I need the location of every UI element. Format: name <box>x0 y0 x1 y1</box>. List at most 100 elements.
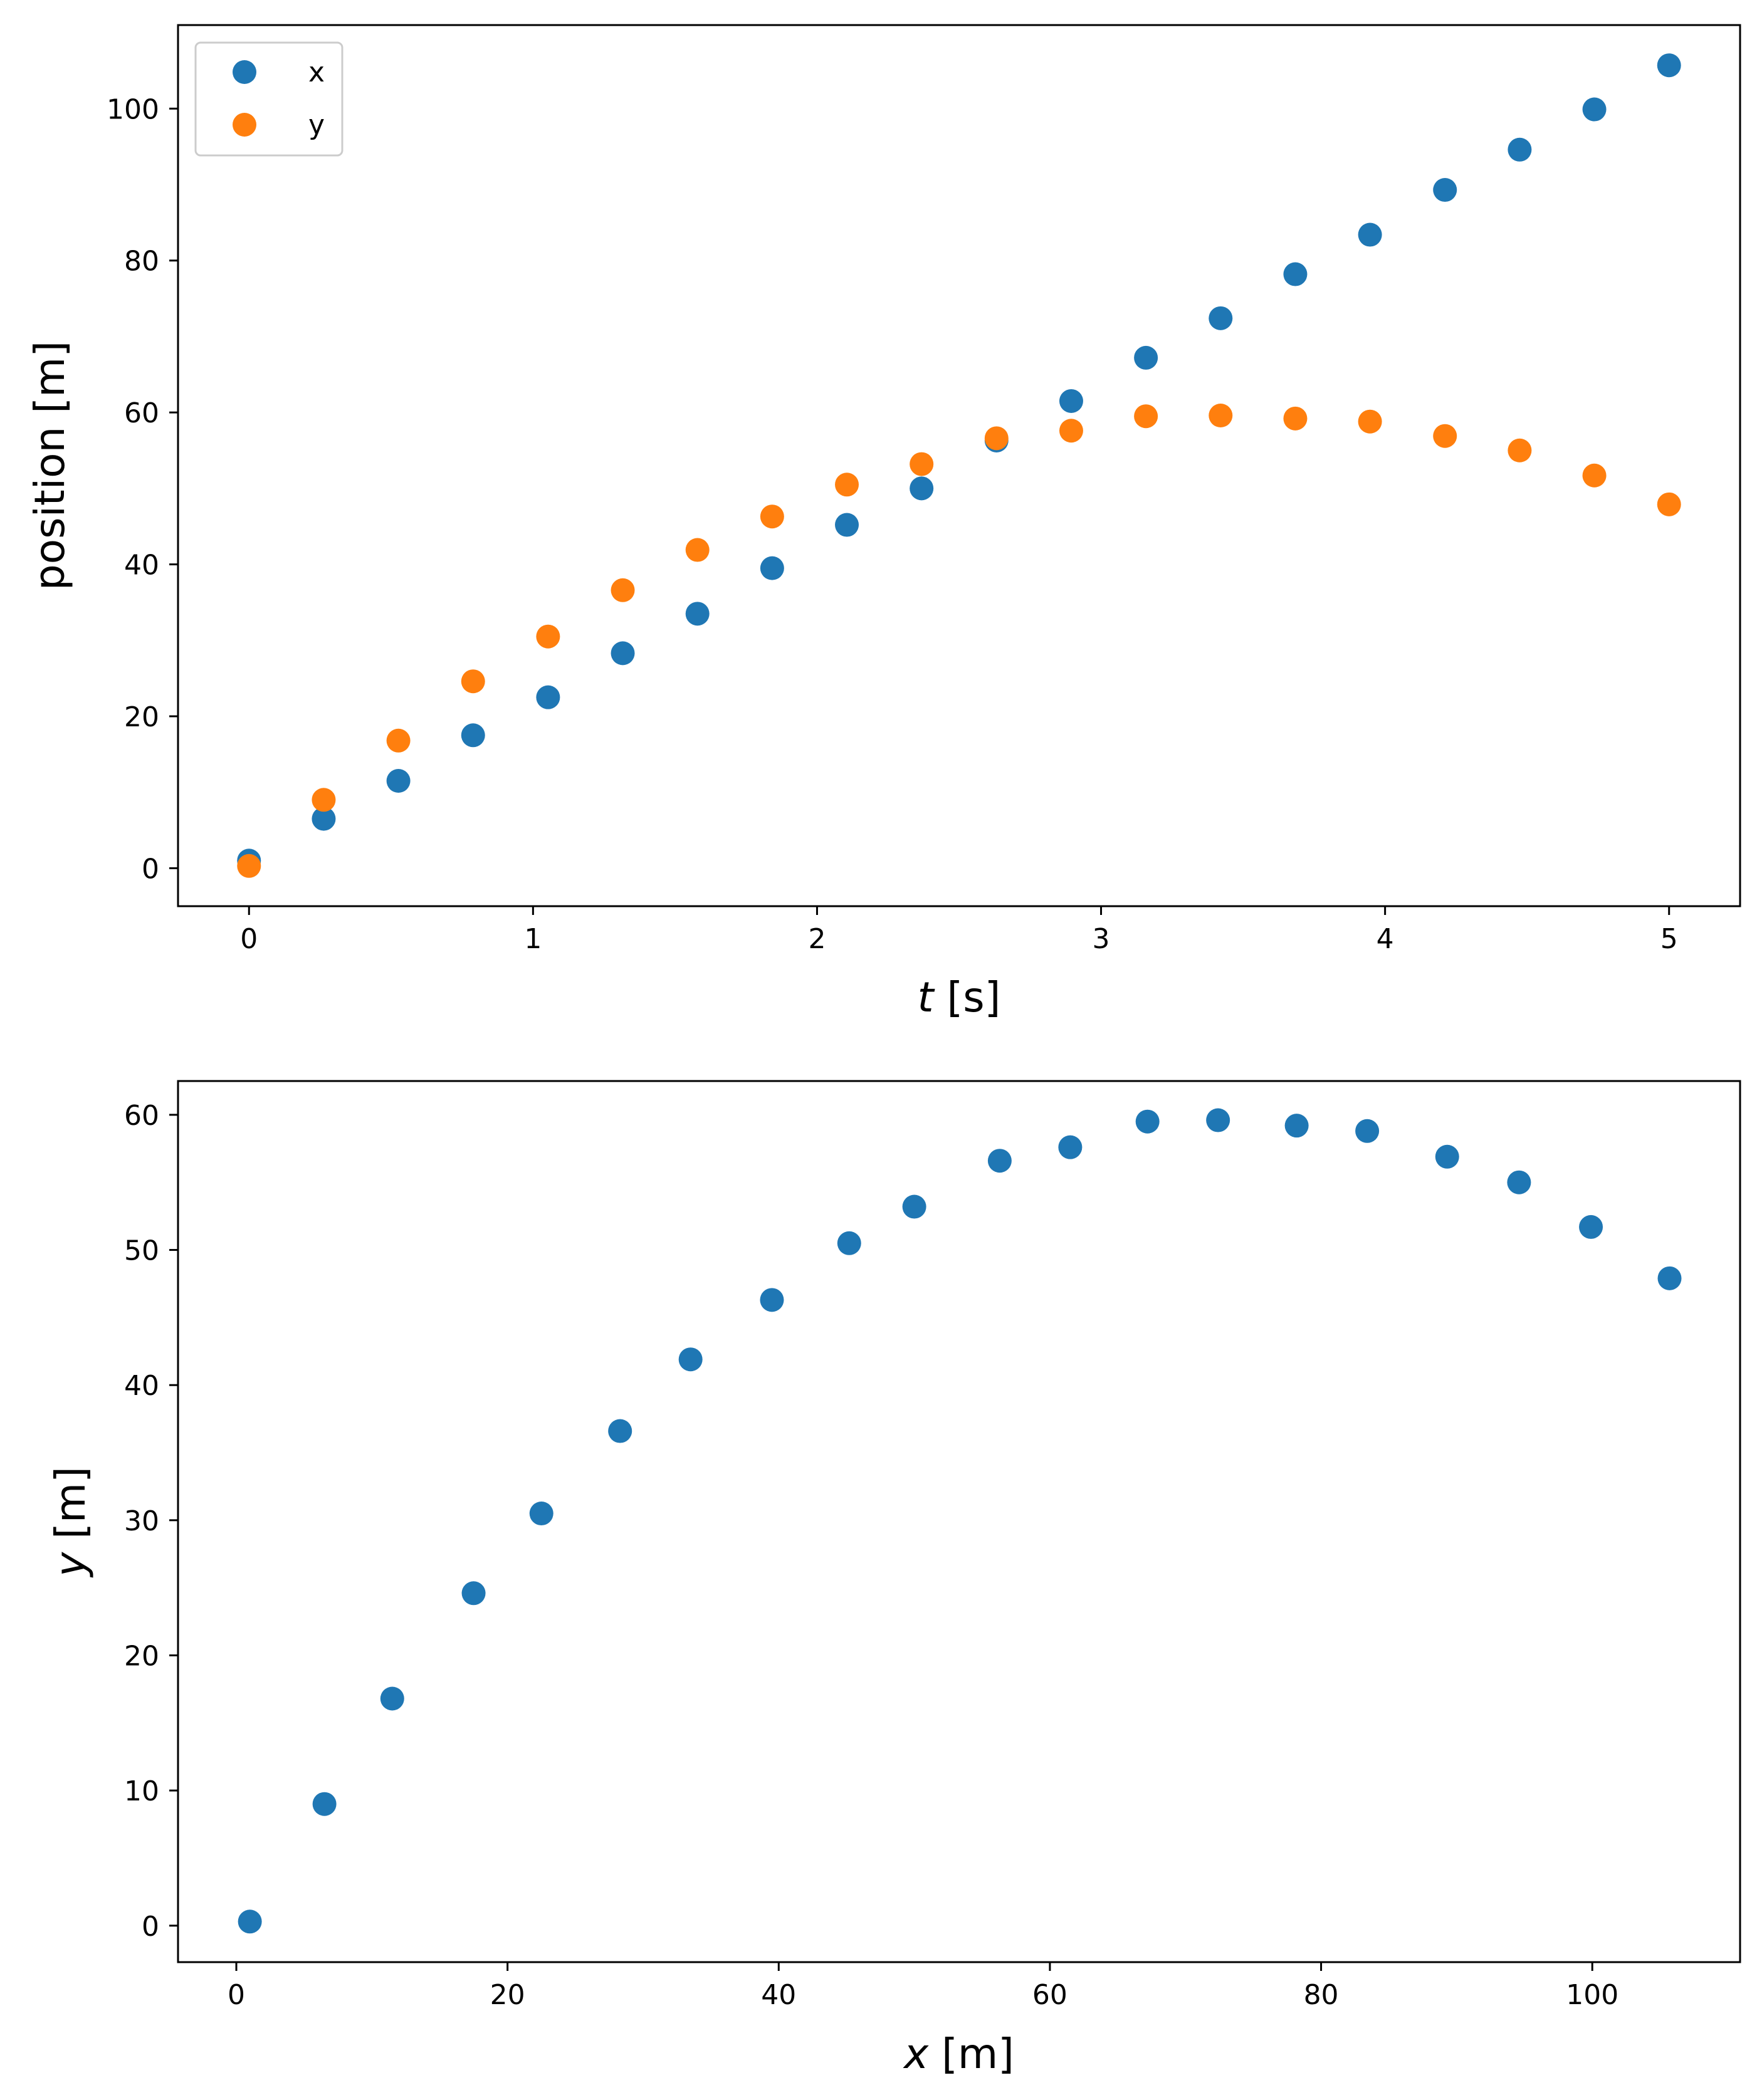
point-x <box>386 769 411 793</box>
y-tick-label: 20 <box>124 701 159 733</box>
point-y <box>237 854 261 878</box>
x-tick-label: 100 <box>1566 1979 1618 2011</box>
point-trajectory <box>529 1502 553 1526</box>
x-axis-label-bottom: x [m] <box>903 2030 1014 2078</box>
point-y <box>1134 404 1158 429</box>
point-x <box>1283 262 1308 286</box>
point-x <box>1582 97 1607 122</box>
legend-label-x: x <box>308 56 325 88</box>
point-y <box>312 788 336 812</box>
y-tick-label: 20 <box>124 1640 159 1672</box>
legend-marker-x <box>233 60 256 84</box>
y-tick-label: 60 <box>124 1100 159 1132</box>
x-tick-label: 2 <box>808 923 826 955</box>
point-y <box>835 473 859 497</box>
x-tick-label: 1 <box>524 923 542 955</box>
point-y <box>1657 492 1681 516</box>
x-axis-label-top: t [s] <box>918 973 1001 1021</box>
point-x <box>685 602 710 626</box>
point-trajectory <box>1206 1108 1230 1132</box>
x-tick-label: 4 <box>1377 923 1394 955</box>
y-tick-label: 0 <box>142 1911 159 1943</box>
point-x <box>1433 178 1457 202</box>
point-trajectory <box>902 1194 926 1219</box>
y-tick-label: 50 <box>124 1235 159 1267</box>
point-y <box>1433 424 1457 448</box>
legend-box <box>194 41 344 157</box>
y-tick-label: 60 <box>124 397 159 429</box>
point-y <box>1582 463 1607 488</box>
scatter-points-top <box>237 53 1681 878</box>
point-x <box>1358 222 1382 247</box>
point-trajectory <box>238 1909 262 1934</box>
axes-frame-top <box>177 24 1741 907</box>
point-trajectory <box>1435 1144 1459 1169</box>
point-trajectory <box>760 1288 784 1312</box>
x-ticks-top: 0 1 2 3 4 5 <box>240 906 1678 955</box>
point-x <box>611 641 635 666</box>
point-x <box>312 807 336 831</box>
point-x <box>1508 137 1532 162</box>
point-x <box>461 723 485 748</box>
plot-area-top <box>178 25 1740 906</box>
y-ticks-top: 0 20 40 60 80 100 <box>107 93 178 885</box>
point-x <box>835 513 859 537</box>
point-y <box>685 538 710 562</box>
point-y <box>910 452 934 476</box>
point-y <box>1283 406 1308 431</box>
point-trajectory <box>1579 1215 1603 1239</box>
point-trajectory <box>1284 1114 1309 1138</box>
point-trajectory <box>1135 1109 1160 1134</box>
y-ticks-bottom: 0 10 20 30 40 50 60 <box>124 1100 178 1943</box>
plot-area-bottom <box>178 1081 1740 1962</box>
point-x <box>1059 389 1083 413</box>
point-trajectory <box>312 1792 337 1816</box>
point-x <box>1209 306 1233 330</box>
x-tick-label: 3 <box>1093 923 1110 955</box>
y-tick-label: 40 <box>124 550 159 582</box>
y-tick-label: 0 <box>142 853 159 885</box>
point-y <box>1209 404 1233 428</box>
point-y <box>386 728 411 753</box>
point-trajectory <box>380 1686 404 1711</box>
x-tick-label: 80 <box>1304 1979 1339 2011</box>
chart-position-vs-time: 0 1 2 3 4 5 0 20 40 60 80 100 t [s] position [m] x… <box>26 24 1741 1021</box>
point-trajectory <box>1355 1119 1380 1143</box>
legend-marker-y <box>233 113 256 137</box>
y-tick-label: 40 <box>124 1370 159 1402</box>
point-y <box>1059 419 1083 443</box>
point-trajectory <box>608 1419 632 1443</box>
point-y <box>1358 409 1382 434</box>
x-ticks-bottom: 0 20 40 60 80 100 <box>228 1962 1618 2011</box>
x-tick-label: 5 <box>1660 923 1678 955</box>
point-y <box>1508 438 1532 462</box>
x-tick-label: 60 <box>1032 1979 1067 2011</box>
point-y <box>984 426 1009 451</box>
y-tick-label: 10 <box>124 1775 159 1807</box>
y-tick-label: 100 <box>107 93 159 125</box>
legend: x y <box>194 41 344 157</box>
point-y <box>760 504 784 529</box>
scatter-points-bottom <box>238 1108 1682 1934</box>
axes-frame-bottom <box>177 1080 1741 1963</box>
point-y <box>611 578 635 602</box>
x-tick-label: 20 <box>490 1979 525 2011</box>
point-trajectory <box>1657 1266 1682 1290</box>
y-axis-label-bottom: y [m] <box>46 1466 95 1578</box>
point-x <box>910 476 934 501</box>
point-x <box>536 685 560 709</box>
point-trajectory <box>837 1231 861 1255</box>
point-trajectory <box>987 1149 1012 1173</box>
chart-trajectory: 0 20 40 60 80 100 0 10 20 30 40 50 60 x [m] y [m] <box>46 1080 1741 2078</box>
point-x <box>1134 345 1158 370</box>
y-tick-label: 80 <box>124 246 159 278</box>
point-y <box>461 669 485 694</box>
x-tick-label: 40 <box>761 1979 796 2011</box>
point-trajectory <box>678 1347 703 1372</box>
legend-label-y: y <box>308 109 325 141</box>
y-tick-label: 30 <box>124 1505 159 1537</box>
x-tick-label: 0 <box>240 923 258 955</box>
point-y <box>536 624 560 649</box>
point-x <box>760 556 784 580</box>
